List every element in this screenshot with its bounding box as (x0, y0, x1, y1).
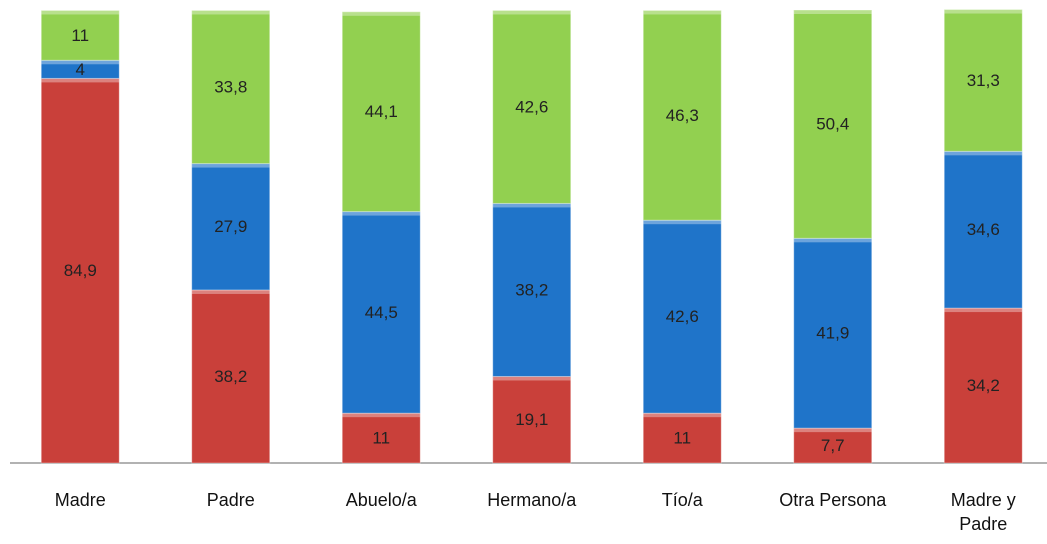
bar-shade (643, 220, 722, 225)
value-label: 19,1 (515, 410, 548, 429)
value-label: 7,7 (821, 436, 845, 455)
bar-segment (191, 289, 271, 464)
bar-shade (793, 428, 872, 433)
bar-segment (40, 9, 120, 61)
value-label: 38,2 (515, 280, 548, 299)
bar-shade (944, 9, 1023, 14)
x-tick-label: Otra Persona (779, 490, 887, 510)
x-tick-label: Padre (206, 490, 255, 510)
bar-segment (642, 9, 722, 221)
value-label: 42,6 (515, 97, 548, 116)
bar-shade (643, 413, 722, 418)
bar-segment (793, 427, 873, 464)
bar-shade (944, 151, 1023, 156)
bar-segment (341, 11, 421, 213)
bar-segment (943, 9, 1023, 152)
bar-shade (191, 10, 270, 15)
bar-shade (41, 78, 120, 83)
bar-shade (41, 60, 120, 65)
value-label: 44,5 (365, 303, 398, 322)
value-label: 27,9 (214, 217, 247, 236)
bar-segment (793, 9, 873, 239)
bar-segment (341, 211, 421, 414)
bar-shade (41, 10, 120, 15)
x-tick-label: Hermano/a (487, 490, 577, 510)
value-label: 50,4 (816, 115, 849, 134)
bar-shade (191, 289, 270, 294)
x-tick-label: Abuelo/a (345, 490, 417, 510)
bar-shade (342, 413, 421, 418)
value-label: 11 (673, 429, 691, 448)
value-label: 38,2 (214, 367, 247, 386)
x-tick-label: Tío/a (661, 490, 703, 510)
x-tick-label: Madre y Padre (950, 490, 1016, 534)
bar-shade (492, 376, 571, 381)
bar-shade (793, 238, 872, 243)
bar-segment (642, 412, 722, 464)
bar-segment (492, 375, 572, 464)
value-label: 34,6 (967, 220, 1000, 239)
bar-shade (342, 211, 421, 216)
bar-segment (341, 412, 421, 464)
value-label: 11 (372, 429, 390, 448)
bar-shade (793, 10, 872, 14)
bar-shade (492, 10, 571, 15)
bar-shade (492, 203, 571, 208)
value-label: 44,1 (365, 102, 398, 121)
value-label: 41,9 (816, 324, 849, 343)
bar-segment (793, 237, 873, 429)
value-label: 11 (71, 26, 89, 45)
value-label: 4 (76, 60, 85, 79)
bar-shade (191, 163, 270, 168)
value-label: 46,3 (666, 106, 699, 125)
bar-segment (40, 77, 120, 464)
value-label: 42,6 (666, 307, 699, 326)
value-label: 31,3 (967, 71, 1000, 90)
bar-segment (191, 9, 271, 165)
bar-segment (492, 202, 572, 377)
value-label: 33,8 (214, 77, 247, 96)
value-label: 34,2 (967, 376, 1000, 395)
bar-segment (492, 9, 572, 204)
bar-shade (342, 11, 421, 16)
bar-segment (943, 307, 1023, 464)
bar-segment (191, 163, 271, 291)
bar-shade (643, 10, 722, 15)
bar-segment (943, 150, 1023, 309)
x-tick-label: Madre (54, 490, 106, 510)
bar-shade (944, 308, 1023, 313)
value-label: 84,9 (64, 261, 97, 280)
